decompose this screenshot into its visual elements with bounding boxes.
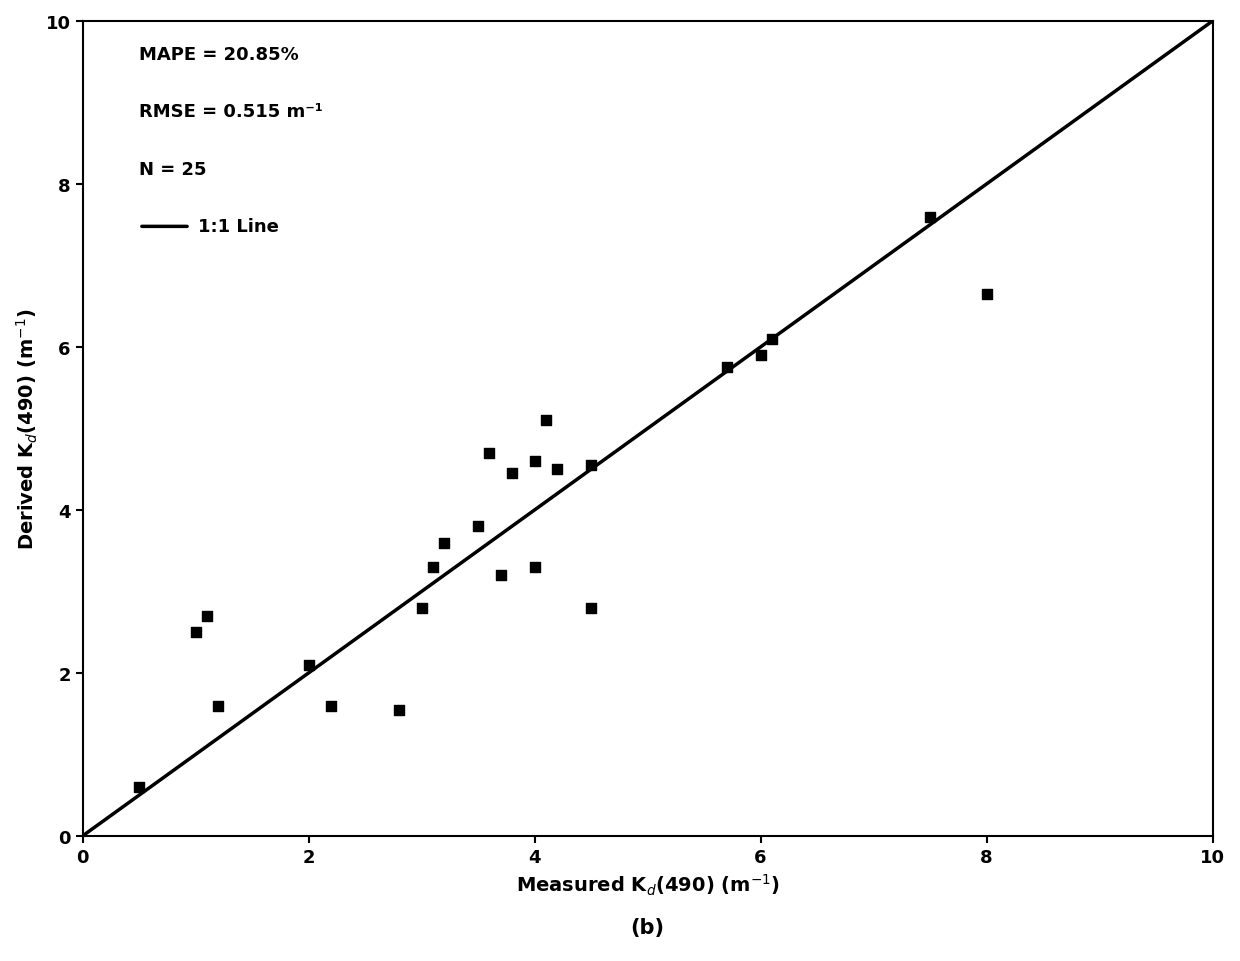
- Point: [208, 698, 228, 713]
- Text: MAPE = 20.85%: MAPE = 20.85%: [139, 46, 299, 64]
- Text: 1:1 Line: 1:1 Line: [198, 217, 279, 235]
- Text: RMSE = 0.515 m⁻¹: RMSE = 0.515 m⁻¹: [139, 104, 322, 121]
- Point: [977, 287, 997, 303]
- Point: [423, 559, 443, 575]
- Point: [321, 698, 341, 713]
- Point: [750, 348, 770, 363]
- Point: [582, 458, 601, 474]
- Point: [525, 454, 544, 469]
- Point: [547, 462, 567, 478]
- Point: [434, 535, 454, 551]
- Point: [480, 446, 500, 461]
- Point: [761, 332, 781, 347]
- Point: [389, 702, 409, 718]
- Y-axis label: Derived K$_d$(490) (m$^{-1}$): Derived K$_d$(490) (m$^{-1}$): [15, 308, 40, 550]
- X-axis label: Measured K$_d$(490) (m$^{-1}$): Measured K$_d$(490) (m$^{-1}$): [516, 872, 780, 897]
- Point: [502, 466, 522, 481]
- Point: [920, 209, 940, 225]
- Point: [469, 519, 489, 534]
- Point: [299, 657, 319, 673]
- Text: N = 25: N = 25: [139, 160, 207, 179]
- Point: [491, 568, 511, 583]
- Point: [536, 413, 556, 429]
- Point: [582, 601, 601, 616]
- Point: [412, 601, 432, 616]
- Point: [197, 608, 217, 624]
- Text: (b): (b): [630, 918, 665, 938]
- Point: [129, 779, 149, 795]
- Point: [186, 625, 206, 640]
- Point: [717, 360, 737, 376]
- Point: [525, 559, 544, 575]
